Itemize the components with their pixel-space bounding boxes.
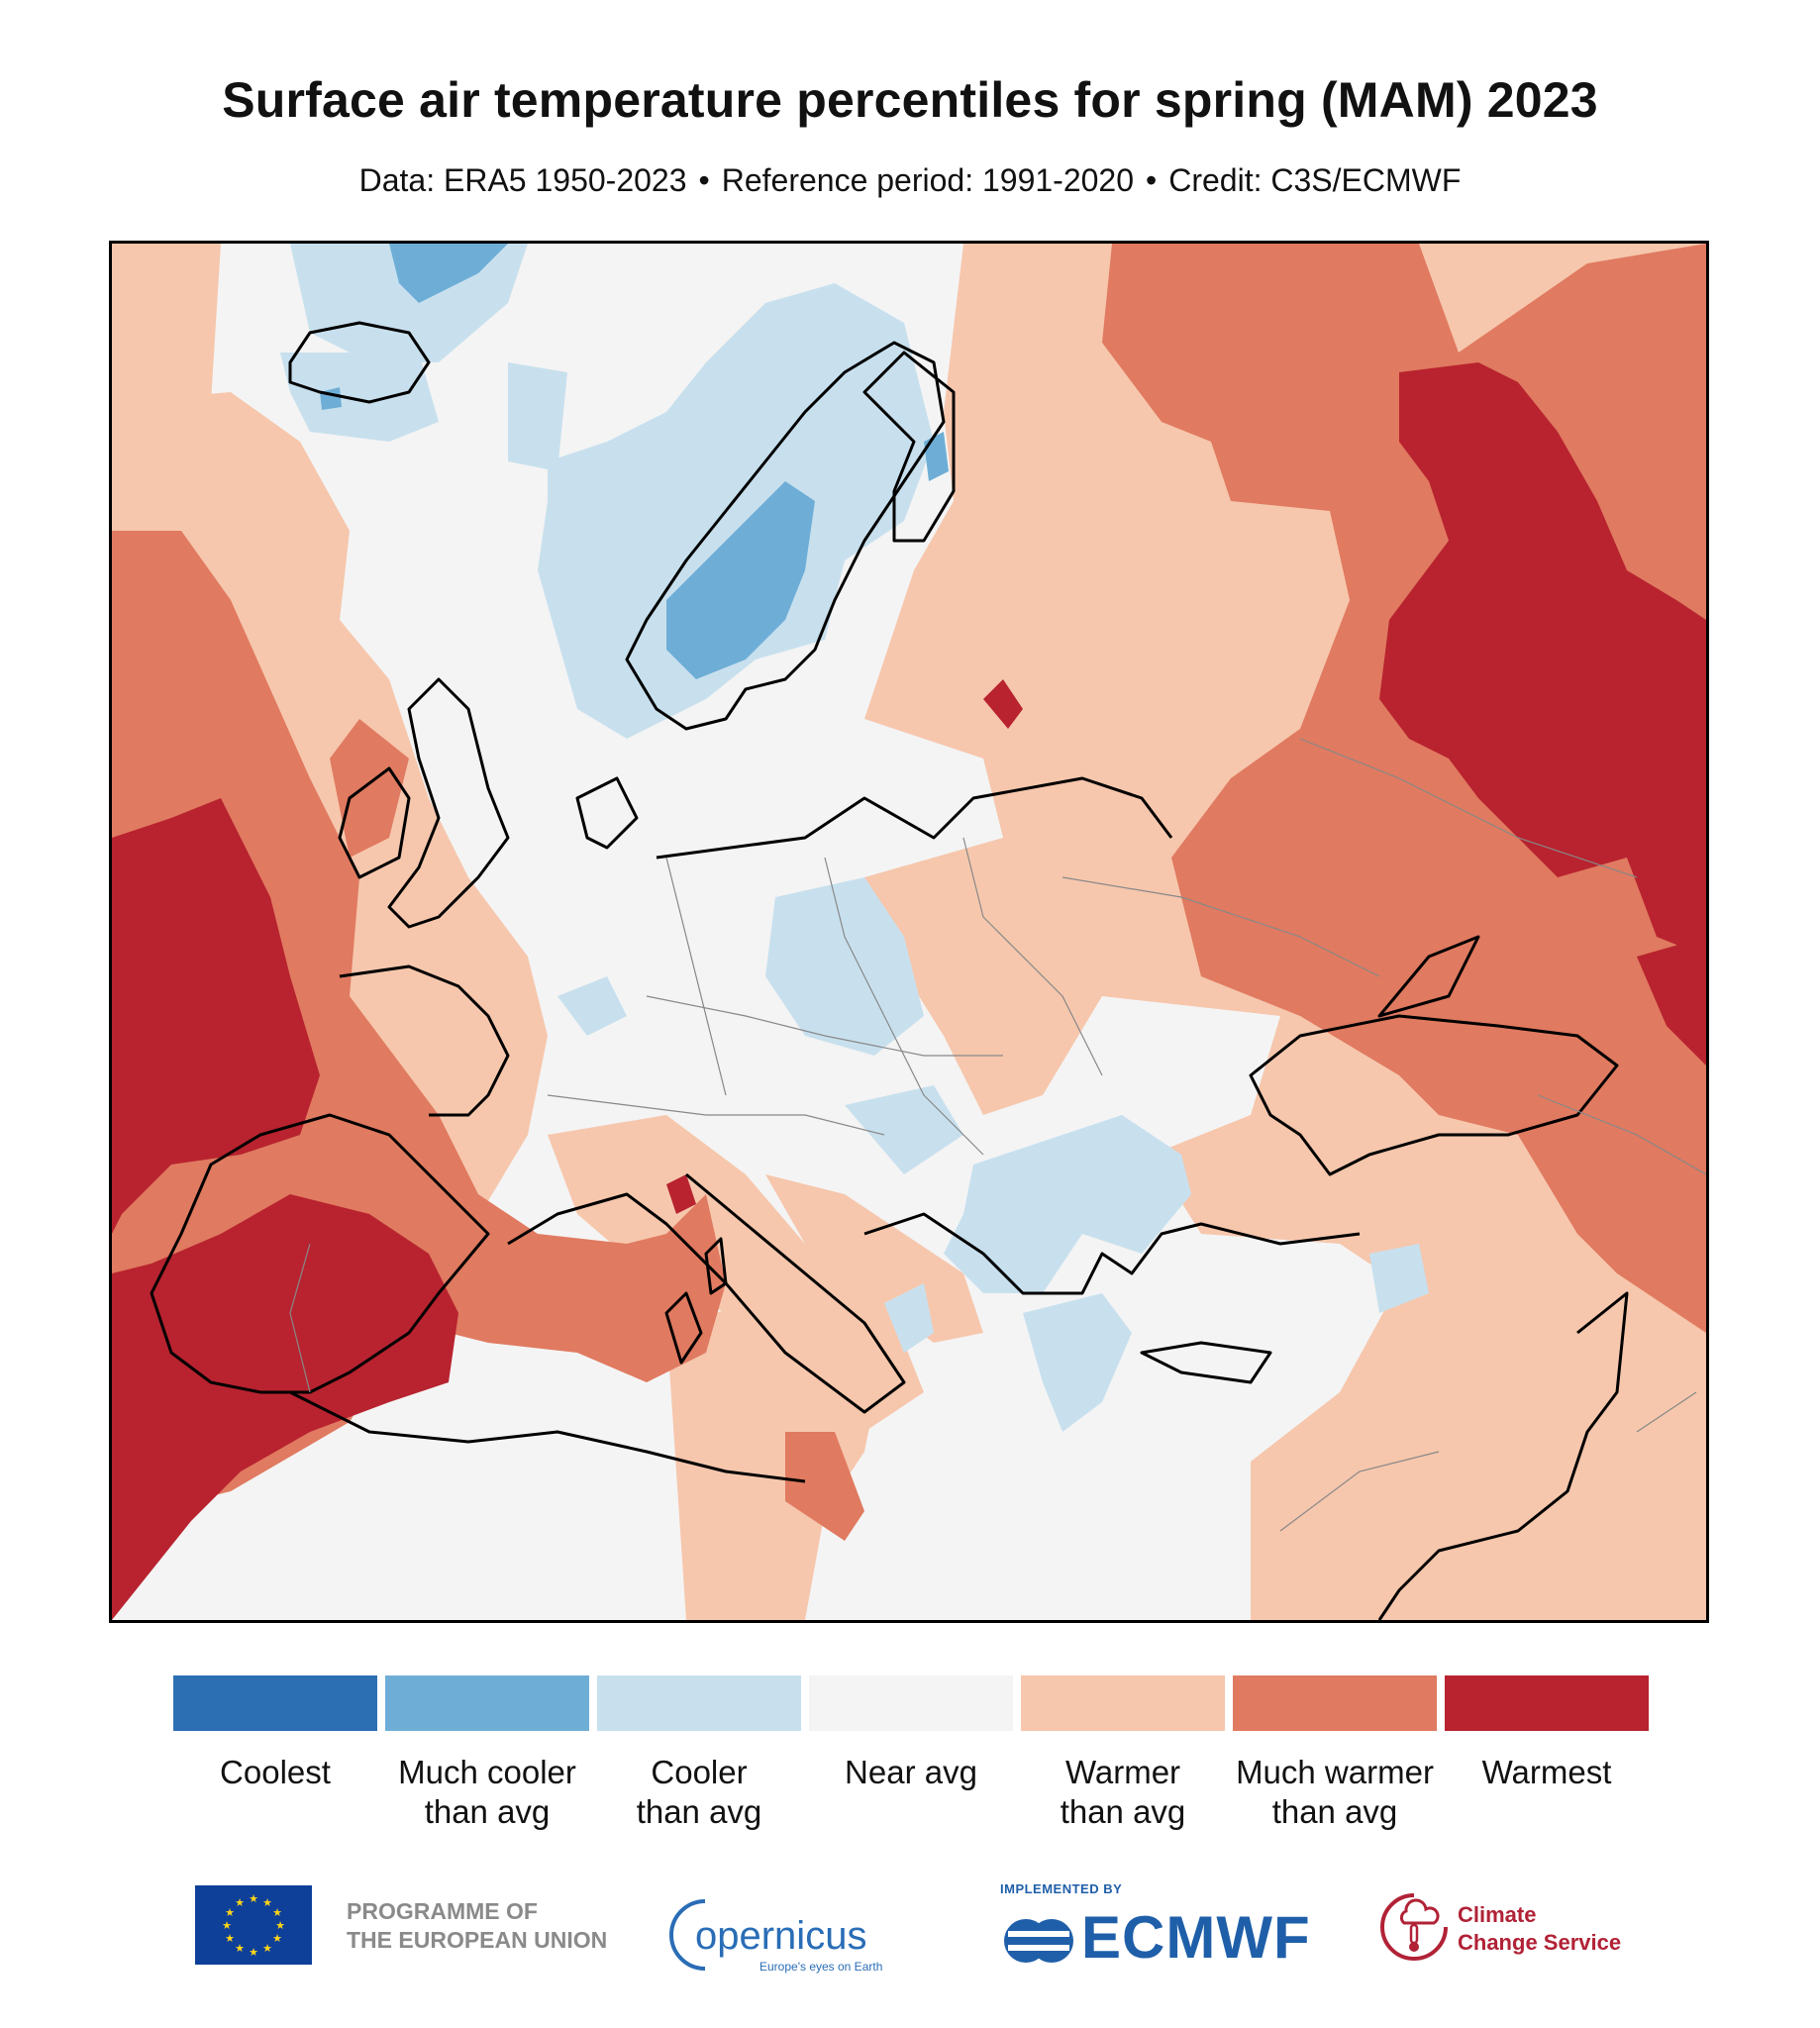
legend-label-line1: Near avg: [845, 1754, 977, 1790]
eu-stars-icon: ★ ★ ★ ★ ★ ★ ★ ★ ★ ★ ★ ★: [222, 1893, 285, 1959]
subtitle-reference: Reference period: 1991-2020: [721, 162, 1135, 198]
legend-label-line2: than avg: [424, 1793, 551, 1830]
legend-label: Cooler than avg: [590, 1753, 808, 1832]
copernicus-logo: opernicus Europe's eyes on Earth: [665, 1889, 903, 1978]
footer-logos: ★ ★ ★ ★ ★ ★ ★ ★ ★ ★ ★ ★ PROGRAMME OF THE…: [0, 1872, 1820, 1990]
svg-text:★: ★: [225, 1907, 235, 1919]
legend-swatch: [173, 1675, 377, 1731]
subtitle-separator: •: [698, 162, 710, 198]
ecmwf-logo: IMPLEMENTED BY ECMWF: [1000, 1881, 1327, 1980]
legend-label-line2: than avg: [636, 1793, 762, 1830]
warmest-regions: [112, 362, 1706, 1620]
svg-text:★: ★: [249, 1893, 258, 1905]
ccs-line1: Climate: [1458, 1902, 1537, 1927]
chart-subtitle: Data: ERA5 1950-2023 • Reference period: 1…: [0, 162, 1820, 199]
copernicus-tagline: Europe's eyes on Earth: [759, 1960, 882, 1974]
country-borders: [289, 738, 1706, 1532]
svg-text:★: ★: [235, 1943, 245, 1955]
ccs-text: Climate Change Service: [1458, 1901, 1621, 1957]
legend-label-line1: Much warmer: [1236, 1754, 1434, 1790]
legend: [173, 1675, 1649, 1735]
legend-label: Coolest: [166, 1753, 384, 1792]
svg-text:★: ★: [262, 1897, 272, 1909]
legend-label: Much warmer than avg: [1226, 1753, 1444, 1832]
svg-text:★: ★: [272, 1907, 282, 1919]
much-cooler-regions: [320, 244, 949, 679]
svg-text:★: ★: [272, 1933, 282, 1945]
svg-text:★: ★: [235, 1897, 245, 1909]
legend-label: Much cooler than avg: [378, 1753, 596, 1832]
legend-swatch: [1445, 1675, 1649, 1731]
subtitle-data: Data: ERA5 1950-2023: [358, 162, 687, 198]
svg-text:★: ★: [225, 1933, 235, 1945]
legend-swatch: [1021, 1675, 1225, 1731]
climate-change-service-logo: Climate Change Service: [1376, 1889, 1654, 1978]
temperature-map: [109, 241, 1709, 1623]
legend-swatch: [1233, 1675, 1437, 1731]
legend-label-line1: Warmest: [1481, 1754, 1612, 1790]
legend-swatch: [597, 1675, 801, 1731]
legend-label-line1: Cooler: [651, 1754, 748, 1790]
svg-text:★: ★: [222, 1920, 232, 1932]
legend-label-line1: Warmer: [1064, 1754, 1181, 1790]
legend-label: Warmest: [1438, 1753, 1656, 1792]
eu-line2: THE EUROPEAN UNION: [347, 1927, 608, 1953]
legend-swatch: [385, 1675, 589, 1731]
implemented-by-text: IMPLEMENTED BY: [1000, 1881, 1123, 1896]
ecmwf-word: ECMWF: [1081, 1904, 1311, 1971]
legend-label: Near avg: [802, 1753, 1020, 1792]
subtitle-separator: •: [1146, 162, 1158, 198]
legend-label-line2: than avg: [1060, 1793, 1186, 1830]
legend-label-line1: Much cooler: [398, 1754, 576, 1790]
copernicus-c-icon: [669, 1899, 706, 1971]
eu-line1: PROGRAMME OF: [347, 1898, 538, 1924]
eu-programme-text: PROGRAMME OF THE EUROPEAN UNION: [347, 1897, 607, 1955]
copernicus-word: opernicus: [695, 1914, 866, 1958]
chart-title: Surface air temperature percentiles for …: [222, 72, 1598, 128]
ccs-line2: Change Service: [1458, 1930, 1622, 1955]
legend-label-line1: Coolest: [220, 1754, 331, 1790]
legend-label: Warmer than avg: [1014, 1753, 1232, 1832]
subtitle-credit: Credit: C3S/ECMWF: [1168, 162, 1462, 198]
eu-flag-logo: ★ ★ ★ ★ ★ ★ ★ ★ ★ ★ ★ ★: [195, 1885, 312, 1965]
svg-text:★: ★: [249, 1947, 258, 1959]
legend-label-line2: than avg: [1271, 1793, 1398, 1830]
legend-swatch: [809, 1675, 1013, 1731]
svg-text:★: ★: [275, 1920, 285, 1932]
svg-text:★: ★: [262, 1943, 272, 1955]
coastlines: [150, 321, 1629, 1620]
thermometer-icon: [1380, 1893, 1448, 1961]
ecmwf-waves-icon: [1004, 1919, 1073, 1963]
